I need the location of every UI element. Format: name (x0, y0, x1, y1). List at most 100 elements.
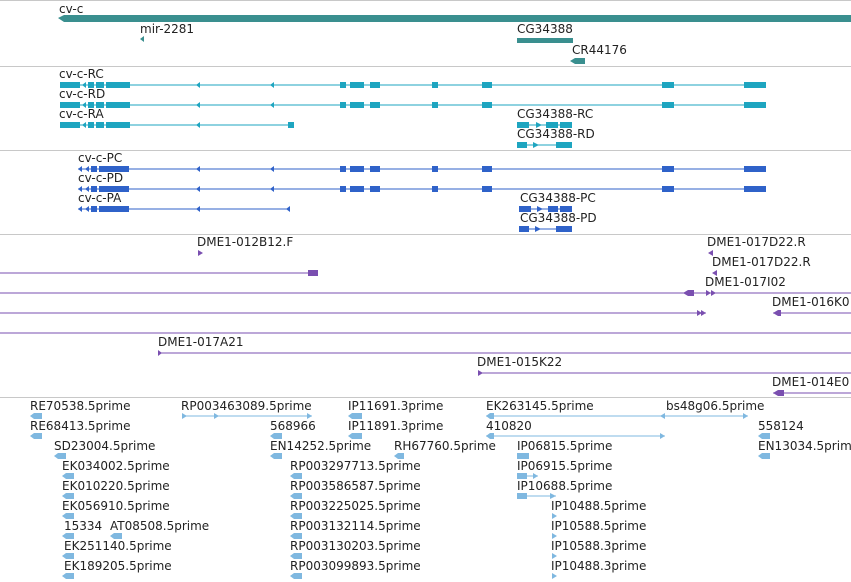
est-label-AT08508.5prime[interactable]: AT08508.5prime (110, 519, 210, 533)
clone-label-DME1-017D22.R[interactable]: DME1-017D22.R (707, 235, 806, 249)
gene-label-mir-2281[interactable]: mir-2281 (140, 22, 195, 36)
est-label-IP06915.5prime[interactable]: IP06915.5prime (517, 459, 613, 473)
est-label-558124[interactable]: 558124 (758, 419, 804, 433)
transcript-label-CG34388-RC[interactable]: CG34388-RC (517, 107, 594, 121)
est-label-EN14252.5prime[interactable]: EN14252.5prime (270, 439, 372, 453)
clone-DME1-016K0-feature[interactable] (773, 310, 851, 316)
est-label-bs48g06.5prime[interactable]: bs48g06.5prime (666, 399, 765, 413)
est-RP003297713.5prime-feature[interactable] (290, 473, 302, 479)
est-label-IP11691.3prime[interactable]: IP11691.3prime (348, 399, 444, 413)
transcript-label-cv-c-PA[interactable]: cv-c-PA (78, 191, 122, 205)
est-IP11891.3prime-feature[interactable] (348, 433, 362, 439)
est-15334-feature[interactable] (62, 533, 74, 539)
est-label-EK251140.5prime[interactable]: EK251140.5prime (64, 539, 172, 553)
est-label-RH67760.5prime[interactable]: RH67760.5prime (394, 439, 496, 453)
clone-DME1-012B12-body-feature[interactable] (0, 270, 318, 276)
est-label-EK056910.5prime[interactable]: EK056910.5prime (62, 499, 170, 513)
gene-label-CG34388[interactable]: CG34388 (517, 22, 573, 36)
gene-CG34388-feature[interactable] (517, 38, 573, 43)
est-label-EK034002.5prime[interactable]: EK034002.5prime (62, 459, 170, 473)
est-RP003586587.5prime-feature[interactable] (290, 493, 302, 499)
est-IP10688.5prime-feature[interactable] (517, 493, 556, 499)
est-EK056910.5prime-feature[interactable] (62, 513, 74, 519)
est-IP11691.3prime-feature[interactable] (348, 413, 362, 419)
gene-CR44176-feature[interactable] (570, 58, 585, 64)
clone-DME1-017D22.R-2-feature[interactable] (712, 270, 717, 276)
est-label-IP10488.5prime[interactable]: IP10488.5prime (551, 499, 647, 513)
transcript-label-cv-c-RA[interactable]: cv-c-RA (59, 107, 104, 121)
est-RP003225025.5prime-feature[interactable] (290, 513, 302, 519)
transcript-label-cv-c-RC[interactable]: cv-c-RC (59, 67, 104, 81)
est-IP10588.3prime-feature[interactable] (552, 553, 557, 559)
est-label-RP003586587.5prime[interactable]: RP003586587.5prime (290, 479, 421, 493)
est-IP10588.5prime-feature[interactable] (552, 533, 557, 539)
est-label-EK263145.5prime[interactable]: EK263145.5prime (486, 399, 594, 413)
est-label-EK010220.5prime[interactable]: EK010220.5prime (62, 479, 170, 493)
est-EK010220.5prime-feature[interactable] (62, 493, 74, 499)
est-RE70538.5prime-feature[interactable] (30, 413, 42, 419)
est-label-RP003099893.5prime[interactable]: RP003099893.5prime (290, 559, 421, 573)
est-RH67760.5prime-feature[interactable] (394, 453, 404, 459)
transcript-cv-c-PA-feature[interactable] (78, 206, 290, 212)
gene-label-cv-c[interactable]: cv-c (59, 2, 84, 16)
transcript-CG34388-RD-feature[interactable] (517, 142, 572, 148)
gene-mir-2281-feature[interactable] (140, 36, 144, 42)
transcript-CG34388-RC-feature[interactable] (517, 122, 572, 128)
est-label-EN13034.5prime[interactable]: EN13034.5prime (758, 439, 851, 453)
est-label-410820[interactable]: 410820 (486, 419, 532, 433)
gene-label-CR44176[interactable]: CR44176 (572, 43, 627, 57)
est-RP003463089.5prime-feature[interactable] (182, 413, 312, 419)
est-label-IP11891.3prime[interactable]: IP11891.3prime (348, 419, 444, 433)
clone-DME1-014E0-feature[interactable] (773, 390, 851, 396)
est-label-SD23004.5prime[interactable]: SD23004.5prime (54, 439, 156, 453)
transcript-label-CG34388-PC[interactable]: CG34388-PC (520, 191, 596, 205)
est-label-IP10588.3prime[interactable]: IP10588.3prime (551, 539, 647, 553)
clone-DME1-017I02-feature[interactable] (0, 290, 851, 296)
est-EK034002.5prime-feature[interactable] (62, 473, 74, 479)
transcript-label-CG34388-PD[interactable]: CG34388-PD (520, 211, 597, 225)
transcript-cv-c-PD-feature[interactable] (78, 186, 766, 192)
est-label-RP003130203.5prime[interactable]: RP003130203.5prime (290, 539, 421, 553)
clone-DME1-012B12.F-feature[interactable] (198, 250, 203, 256)
est-label-IP10688.5prime[interactable]: IP10688.5prime (517, 479, 613, 493)
est-558124-feature[interactable] (758, 433, 770, 439)
est-label-15334[interactable]: 15334 (64, 519, 103, 533)
est-label-IP06815.5prime[interactable]: IP06815.5prime (517, 439, 613, 453)
est-label-RE68413.5prime[interactable]: RE68413.5prime (30, 419, 131, 433)
transcript-CG34388-PD-feature[interactable] (519, 226, 572, 232)
est-label-IP10488.3prime[interactable]: IP10488.3prime (551, 559, 647, 573)
est-EK189205.5prime-feature[interactable] (62, 573, 74, 579)
est-SD23004.5prime-feature[interactable] (54, 453, 66, 459)
transcript-label-cv-c-PD[interactable]: cv-c-PD (78, 171, 124, 185)
clone-DME1-015K22-feature[interactable] (478, 370, 851, 376)
clone-row-313-feature[interactable] (0, 310, 706, 316)
clone-DME1-017A21-feature[interactable] (158, 350, 851, 356)
clone-label-DME1-017A21[interactable]: DME1-017A21 (158, 335, 244, 349)
est-RP003130203.5prime-feature[interactable] (290, 553, 302, 559)
transcript-cv-c-PC-feature[interactable] (78, 166, 766, 172)
clone-DME1-017D22.R-feature[interactable] (708, 250, 713, 256)
est-EK263145.5prime-feature[interactable] (486, 413, 748, 419)
clone-label-DME1-017D22.R-2[interactable]: DME1-017D22.R (712, 255, 811, 269)
est-label-RP003297713.5prime[interactable]: RP003297713.5prime (290, 459, 421, 473)
gene-cv-c-feature[interactable] (58, 15, 851, 22)
est-568966-feature[interactable] (270, 433, 282, 439)
est-AT08508.5prime-feature[interactable] (110, 533, 122, 539)
est-IP10488.3prime-feature[interactable] (552, 573, 557, 579)
transcript-label-cv-c-RD[interactable]: cv-c-RD (59, 87, 106, 101)
est-IP10488.5prime-feature[interactable] (552, 513, 557, 519)
est-EK251140.5prime-feature[interactable] (62, 553, 74, 559)
clone-label-DME1-017I02[interactable]: DME1-017I02 (705, 275, 786, 289)
transcript-label-cv-c-PC[interactable]: cv-c-PC (78, 151, 123, 165)
est-label-IP10588.5prime[interactable]: IP10588.5prime (551, 519, 647, 533)
clone-label-DME1-012B12.F[interactable]: DME1-012B12.F (197, 235, 294, 249)
transcript-cv-c-RA-feature[interactable] (60, 122, 294, 128)
clone-label-DME1-015K22[interactable]: DME1-015K22 (477, 355, 563, 369)
est-EN14252.5prime-feature[interactable] (270, 453, 282, 459)
est-label-568966[interactable]: 568966 (270, 419, 316, 433)
est-410820-feature[interactable] (486, 433, 665, 439)
est-label-RP003225025.5prime[interactable]: RP003225025.5prime (290, 499, 421, 513)
est-label-RP003132114.5prime[interactable]: RP003132114.5prime (290, 519, 421, 533)
transcript-CG34388-PC-feature[interactable] (519, 206, 572, 212)
est-IP06815.5prime-feature[interactable] (517, 453, 529, 459)
